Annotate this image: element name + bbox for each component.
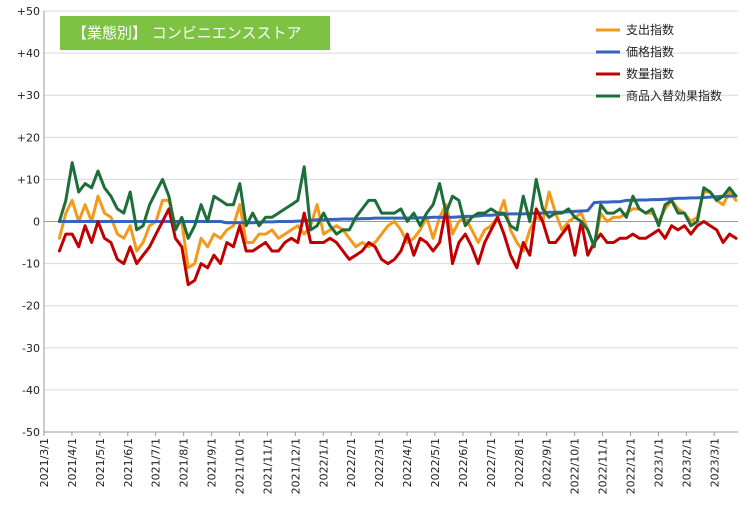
x-tick-label: 2022/2/1 (345, 438, 358, 487)
series-line (57, 161, 738, 249)
legend-label: 支出指数 (626, 22, 674, 37)
x-tick-label: 2021/5/1 (94, 438, 107, 487)
x-tick-label: 2021/8/1 (178, 438, 191, 487)
chart-title: 【業態別】 コンビニエンスストア (72, 24, 301, 42)
x-tick-label: 2022/3/1 (373, 438, 386, 487)
x-tick-label: 2021/9/1 (206, 438, 219, 487)
x-tick-label: 2022/6/1 (457, 438, 470, 487)
y-tick-label: +50 (17, 5, 40, 18)
y-axis: +50 +40 +30 +20 +10 0 -10 -20 -30 -40 -50 (17, 5, 40, 439)
y-tick-label: -30 (22, 342, 40, 355)
legend-label: 商品入替効果指数 (626, 88, 722, 103)
x-tick-label: 2021/4/1 (66, 438, 79, 487)
y-tick-label: -50 (22, 426, 40, 439)
x-tick-label: 2022/5/1 (429, 438, 442, 487)
x-tick-label: 2021/12/1 (289, 438, 302, 494)
x-tick-label: 2021/6/1 (122, 438, 135, 487)
y-tick-label: +10 (17, 173, 40, 186)
x-tick-label: 2022/1/1 (317, 438, 330, 487)
x-tick-label: 2021/3/1 (38, 438, 51, 487)
x-tick-label: 2021/7/1 (150, 438, 163, 487)
series-lines (57, 161, 738, 287)
x-tick-label: 2023/1/1 (652, 438, 665, 487)
y-tick-label: 0 (33, 216, 40, 229)
y-tick-label: -10 (22, 258, 40, 271)
x-tick-label: 2022/9/1 (541, 438, 554, 487)
legend-label: 数量指数 (626, 66, 674, 81)
x-tick-label: 2022/10/1 (569, 438, 582, 494)
x-tick-label: 2022/7/1 (485, 438, 498, 487)
x-tick-label: 2022/8/1 (513, 438, 526, 487)
series-line (57, 207, 738, 287)
x-tick-label: 2023/3/1 (708, 438, 721, 487)
y-tick-label: +20 (17, 131, 40, 144)
x-axis: 2021/3/1 2021/4/1 2021/5/1 2021/6/1 2021/7/1… (38, 438, 721, 494)
y-tick-label: -20 (22, 300, 40, 313)
x-tick-label: 2022/12/1 (624, 438, 637, 494)
legend-label: 価格指数 (626, 44, 674, 59)
x-tick-label: 2021/11/1 (261, 438, 274, 494)
x-tick-label: 2021/10/1 (233, 438, 246, 494)
y-tick-label: -40 (22, 384, 40, 397)
x-tick-label: 2022/11/1 (597, 438, 610, 494)
x-tick-label: 2023/2/1 (680, 438, 693, 487)
y-tick-label: +30 (17, 89, 40, 102)
chart-title-box: 【業態別】 コンビニエンスストア (60, 16, 330, 50)
x-tick-label: 2022/4/1 (401, 438, 414, 487)
y-tick-label: +40 (17, 47, 40, 60)
